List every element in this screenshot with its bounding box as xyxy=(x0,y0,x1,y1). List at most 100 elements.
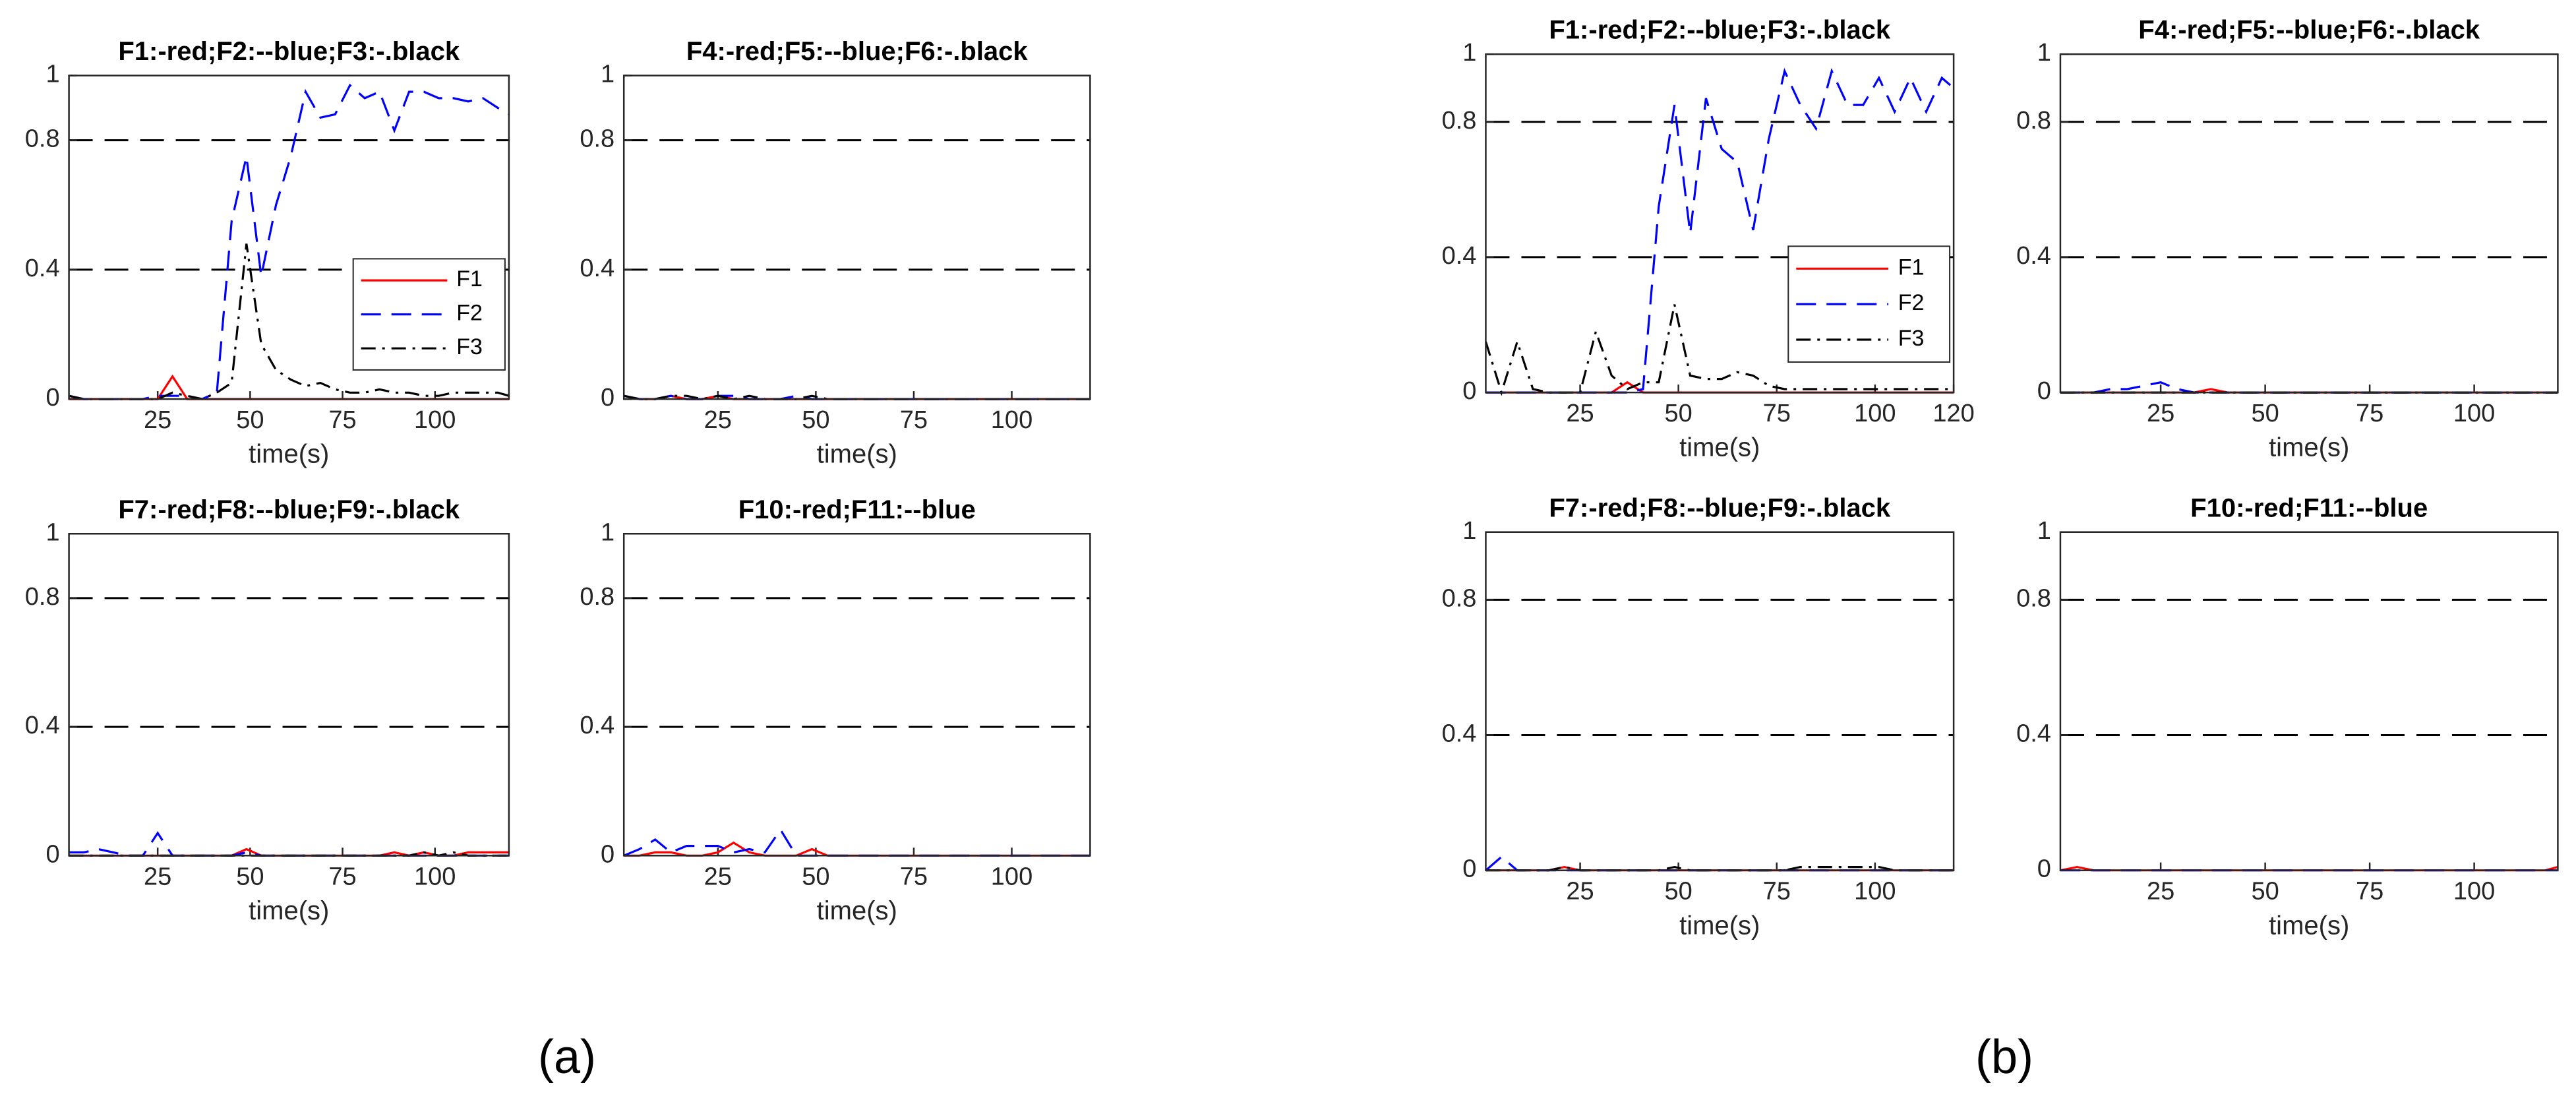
x-tick-label: 100 xyxy=(414,406,456,434)
panel-label: (a) xyxy=(538,1031,596,1084)
x-tick-label: 25 xyxy=(144,863,171,890)
x-tick-label: 100 xyxy=(991,863,1033,890)
chart-title: F7:-red;F8:--blue;F9:-.black xyxy=(1549,493,1891,522)
plot-area xyxy=(624,75,1091,400)
x-tick-label: 100 xyxy=(2453,878,2495,906)
y-tick-label: 0 xyxy=(2037,855,2051,883)
subplot: 0 0.4 0.8 1 25 50 75 100 F1:-red;F2:--blue;F3:-.… xyxy=(25,37,510,469)
x-tick-label: 50 xyxy=(2251,400,2279,427)
plot-area xyxy=(2060,532,2558,871)
x-axis-label: time(s) xyxy=(2269,911,2349,940)
y-tick-label: 1 xyxy=(2037,517,2051,545)
x-tick-label: 25 xyxy=(1566,400,1594,427)
axes-box xyxy=(1485,53,1955,394)
plot-area xyxy=(69,534,509,856)
chart-title: F4:-red;F5:--blue;F6:-.black xyxy=(686,37,1029,66)
y-tick-label: 0.8 xyxy=(1442,107,1477,135)
y-tick-label: 0 xyxy=(45,384,59,412)
x-axis-label: time(s) xyxy=(2269,433,2349,462)
y-tick-label: 1 xyxy=(1462,517,1476,545)
y-tick-label: 0.8 xyxy=(25,125,60,153)
axes-box xyxy=(1485,531,1955,871)
chart-title: F1:-red;F2:--blue;F3:-.black xyxy=(118,37,460,66)
x-tick-label: 100 xyxy=(1854,878,1896,906)
legend-label: F1 xyxy=(1898,255,1925,280)
x-tick-label: 100 xyxy=(1854,400,1896,427)
x-axis-label: time(s) xyxy=(249,896,329,925)
x-tick-label: 100 xyxy=(991,406,1033,434)
x-tick-label: 75 xyxy=(328,863,356,890)
y-tick-label: 0.4 xyxy=(580,255,614,282)
x-tick-label: 75 xyxy=(328,406,356,434)
y-tick-label: 0.8 xyxy=(580,125,614,153)
y-tick-label: 0 xyxy=(601,840,614,868)
y-tick-label: 0.8 xyxy=(2016,107,2051,135)
subplot: 0 0.4 0.8 1 25 50 75 100 F7:-red;F8:--blue;F9:-.… xyxy=(25,495,510,925)
x-axis-label: time(s) xyxy=(1679,911,1760,940)
y-tick-label: 1 xyxy=(601,61,614,88)
x-tick-label: 25 xyxy=(2147,878,2174,906)
x-tick-label: 50 xyxy=(1665,400,1692,427)
y-tick-label: 0.4 xyxy=(25,712,60,739)
y-tick-label: 0 xyxy=(1462,377,1476,405)
x-axis-label: time(s) xyxy=(817,896,897,925)
y-tick-label: 0.4 xyxy=(2016,242,2051,270)
y-tick-label: 0.4 xyxy=(1442,720,1477,748)
x-tick-label: 50 xyxy=(236,863,264,890)
subplot: 0 0.4 0.8 1 25 50 75 100 F4:-red;F5:--blue;F6:-.… xyxy=(580,37,1091,469)
chart-title: F1:-red;F2:--blue;F3:-.black xyxy=(1549,16,1891,45)
y-tick-label: 0.8 xyxy=(25,583,60,611)
chart-title: F10:-red;F11:--blue xyxy=(738,495,976,524)
x-tick-label: 75 xyxy=(2356,400,2383,427)
y-tick-label: 0.8 xyxy=(2016,584,2051,612)
y-tick-label: 0 xyxy=(2037,377,2051,405)
plot-area xyxy=(624,534,1091,856)
legend-label: F3 xyxy=(456,334,483,359)
x-tick-label: 50 xyxy=(236,406,264,434)
panel-label: (b) xyxy=(1975,1031,2033,1084)
x-tick-label: 50 xyxy=(802,863,829,890)
axes-box xyxy=(2059,53,2559,394)
y-tick-label: 0.8 xyxy=(1442,584,1477,612)
y-tick-label: 0.4 xyxy=(2016,720,2051,748)
y-tick-label: 1 xyxy=(601,518,614,546)
x-tick-label: 75 xyxy=(1763,878,1791,906)
y-tick-label: 0.4 xyxy=(25,255,60,282)
axes-box xyxy=(2059,531,2559,871)
subplot: 0 0.4 0.8 1 25 50 75 100 F10:-red;F11:--blue time… xyxy=(580,495,1091,925)
x-tick-label: 25 xyxy=(704,406,732,434)
y-tick-label: 1 xyxy=(45,61,59,88)
y-tick-label: 0 xyxy=(601,384,614,412)
legend-label: F2 xyxy=(456,301,483,326)
x-tick-label: 75 xyxy=(1763,400,1791,427)
axes-box xyxy=(622,533,1091,857)
y-tick-label: 0.4 xyxy=(580,712,614,739)
x-axis-label: time(s) xyxy=(1679,433,1760,462)
x-tick-label: 75 xyxy=(900,406,928,434)
chart-title: F10:-red;F11:--blue xyxy=(2190,493,2428,522)
axes-box xyxy=(622,75,1091,400)
subplot: 0 0.4 0.8 1 25 50 75 100 120 F1:-red;F2:--blue;F3… xyxy=(1442,16,1975,462)
data-line xyxy=(1485,865,1954,872)
x-tick-label: 100 xyxy=(2453,400,2495,427)
x-axis-label: time(s) xyxy=(817,440,897,469)
plot-area xyxy=(1485,532,1954,871)
x-tick-label: 25 xyxy=(1566,878,1594,906)
chart-title: F7:-red;F8:--blue;F9:-.black xyxy=(118,495,460,524)
axes-box xyxy=(68,75,510,400)
x-tick-label: 120 xyxy=(1932,400,1974,427)
x-tick-label: 100 xyxy=(414,863,456,890)
subplot: 0 0.4 0.8 1 25 50 75 100 F10:-red;F11:--blue time… xyxy=(2016,493,2559,940)
x-tick-label: 25 xyxy=(704,863,732,890)
x-tick-label: 75 xyxy=(2356,878,2383,906)
y-tick-label: 1 xyxy=(45,518,59,546)
y-tick-label: 0.8 xyxy=(580,583,614,611)
y-tick-label: 1 xyxy=(2037,39,2051,67)
plot-area xyxy=(2060,54,2558,393)
y-tick-label: 0 xyxy=(45,840,59,868)
y-tick-label: 0.4 xyxy=(1442,242,1477,270)
chart-title: F4:-red;F5:--blue;F6:-.black xyxy=(2138,16,2480,45)
legend-label: F1 xyxy=(456,266,483,292)
axes-box xyxy=(68,533,510,857)
x-tick-label: 75 xyxy=(900,863,928,890)
